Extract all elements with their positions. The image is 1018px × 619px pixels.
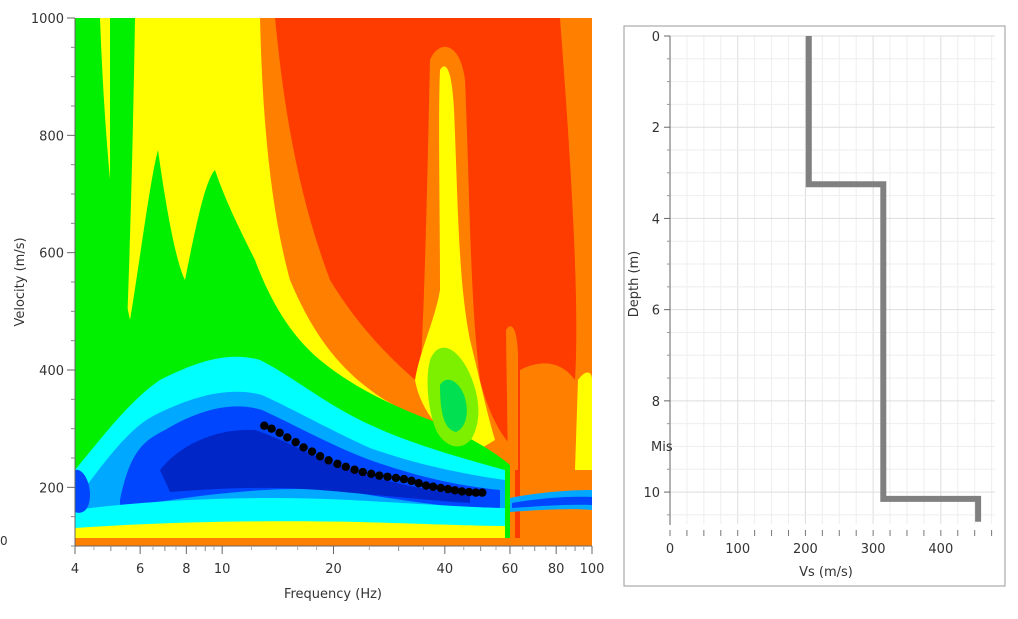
vs-grid (669, 35, 995, 524)
picked-point (358, 467, 367, 477)
picked-point (399, 474, 409, 484)
dispersion-x-tick-label: 20 (325, 562, 342, 577)
vs-y-tick-label: 6 (652, 304, 660, 319)
dispersion-y-tick-label: 1000 (31, 12, 64, 27)
vs-y-ticks: 0 2 4 6 8 10 (643, 30, 670, 516)
heat-darkblue (160, 429, 470, 503)
picked-point (457, 487, 467, 496)
dispersion-y-tick-label: 800 (39, 129, 64, 144)
picked-point (478, 488, 487, 497)
heat-green-40b (440, 379, 467, 432)
picked-point (275, 428, 284, 437)
dispersion-y-tick-label: 400 (39, 364, 64, 379)
vs-x-tick-label: 400 (928, 542, 953, 557)
picked-point (471, 488, 480, 497)
dispersion-x-tick-label: 60 (502, 562, 519, 577)
picked-point (375, 471, 384, 480)
picked-point (464, 487, 474, 497)
picked-point (283, 433, 292, 442)
picked-point (341, 462, 351, 471)
vs-partial-text: Mis (651, 440, 673, 455)
heat-yellow-right (575, 372, 592, 470)
partial-tick-label: 00 (0, 534, 8, 548)
dispersion-x-axis-label: Frequency (Hz) (284, 587, 382, 602)
heat-blue-left (75, 469, 90, 513)
picked-point (324, 456, 333, 465)
vs-x-tick-label: 100 (725, 542, 750, 557)
dispersion-y-axis-label: Velocity (m/s) (13, 237, 28, 326)
dispersion-y-tick-label: 600 (39, 247, 64, 262)
picked-point (383, 472, 392, 481)
heat-orange-right (520, 18, 592, 546)
picked-point (333, 459, 342, 469)
vs-y-tick-label: 10 (643, 486, 660, 501)
picked-point (391, 473, 401, 483)
picked-point (428, 482, 438, 491)
heat-orange-bottom (75, 538, 592, 546)
dispersion-panel: 4 6 8 10 20 40 60 80 100 200 400 600 800 1000 Freque… (0, 12, 604, 602)
dispersion-x-tick-label: 80 (548, 562, 565, 577)
picked-point (260, 421, 269, 430)
picked-point (421, 481, 431, 490)
dispersion-x-tick-label: 6 (136, 562, 144, 577)
dispersion-x-tick-label: 40 (437, 562, 454, 577)
vs-x-tick-label: 300 (861, 542, 886, 557)
vs-profile-panel: 0 2 4 6 8 10 0 100 200 300 400 Vs (m/s) Depth (m)… (623, 25, 1006, 587)
dispersion-x-ticks: 4 6 8 10 20 40 60 80 100 (71, 546, 605, 577)
dispersion-x-tick-label: 100 (580, 562, 605, 577)
vs-x-tick-label: 200 (793, 542, 818, 557)
vs-y-axis-label: Depth (m) (627, 251, 642, 318)
picked-point (443, 484, 453, 494)
dispersion-x-tick-label: 10 (214, 562, 231, 577)
heat-yellow-low (75, 521, 505, 540)
vs-y-tick-label: 4 (652, 212, 660, 227)
vs-y-tick-label: 2 (652, 121, 660, 136)
dispersion-y-ticks: 200 400 600 800 1000 (31, 12, 75, 547)
vs-x-ticks: 0 100 200 300 400 (666, 530, 993, 557)
picked-point (315, 452, 325, 461)
vs-y-tick-label: 8 (652, 395, 660, 410)
heat-orange-60 (506, 326, 518, 470)
picked-point (299, 443, 308, 452)
picked-points (260, 421, 487, 497)
heat-darkblue-right (512, 496, 592, 508)
dispersion-heatmap (75, 18, 592, 546)
vs-x-axis-label: Vs (m/s) (799, 565, 853, 580)
picked-point (367, 469, 376, 479)
dispersion-x-tick-label: 4 (71, 562, 79, 577)
vs-profile-line (805, 36, 982, 522)
picked-point (267, 424, 276, 433)
dispersion-x-tick-label: 8 (182, 562, 190, 577)
vs-y-tick-label: 0 (652, 30, 660, 45)
vs-panel-border (623, 25, 1006, 587)
picked-point (450, 486, 460, 495)
picked-point (291, 437, 300, 447)
picked-point (436, 483, 445, 493)
heat-green-strip (110, 18, 135, 400)
vs-x-tick-label: 0 (666, 542, 674, 557)
picked-point (350, 465, 359, 474)
picked-point (414, 479, 423, 488)
picked-point (407, 476, 416, 486)
picked-point (307, 447, 317, 456)
dispersion-y-tick-label: 200 (39, 481, 64, 496)
